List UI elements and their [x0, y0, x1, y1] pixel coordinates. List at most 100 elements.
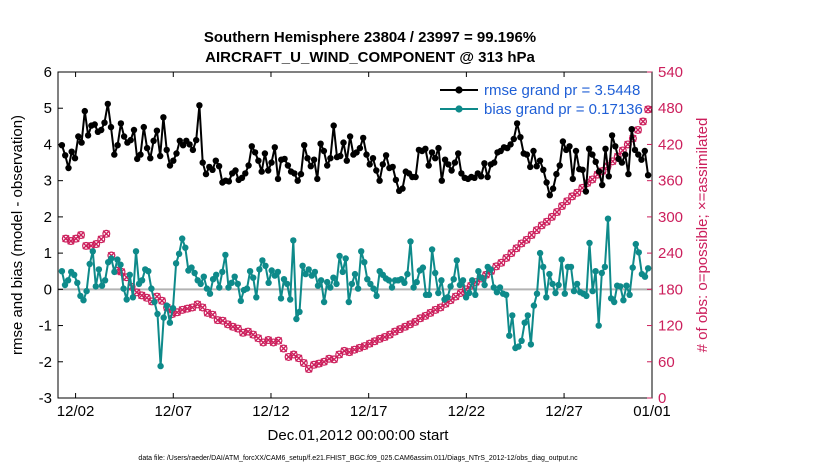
y-axis-left-label: rmse and bias (model - observation): [9, 115, 26, 355]
rmse-point: [644, 172, 652, 179]
obs-point: [497, 258, 506, 267]
bias-point: [487, 266, 494, 273]
rmse-point: [114, 142, 121, 149]
obs-possible-marker: [532, 226, 541, 235]
bias-point: [154, 310, 161, 318]
rmse-point: [553, 170, 560, 178]
bias-point: [503, 291, 510, 298]
bias-point: [129, 294, 137, 301]
bias-point: [428, 246, 436, 253]
rmse-point: [297, 170, 305, 178]
rmse-point: [445, 161, 452, 168]
obs-possible-marker: [552, 208, 561, 217]
bias-point: [475, 268, 482, 275]
bias-point: [123, 296, 130, 303]
bias-point: [280, 276, 288, 283]
bias-point: [583, 292, 590, 300]
rmse-point: [635, 151, 642, 158]
rmse-point: [458, 170, 465, 177]
rmse-point: [91, 121, 98, 128]
rmse-point: [330, 122, 337, 129]
rmse-point: [422, 145, 429, 152]
rmse-point: [599, 181, 606, 189]
bias-point: [336, 252, 343, 260]
rmse-point: [602, 145, 609, 152]
rmse-point: [346, 133, 354, 140]
y-left-tick-label: 6: [44, 64, 52, 81]
y-left-tick-label: 0: [44, 281, 52, 298]
bias-point: [373, 292, 380, 300]
bias-point: [101, 277, 109, 284]
y-right-tick-label: 420: [658, 136, 683, 153]
bias-point: [515, 343, 522, 350]
y-left-tick-label: 3: [44, 173, 52, 190]
rmse-point: [373, 167, 380, 174]
rmse-point: [337, 152, 344, 160]
x-tick-label: 12/27: [545, 403, 583, 420]
bias-point: [117, 261, 124, 268]
bias-point: [481, 281, 488, 289]
bias-point: [453, 257, 460, 264]
rmse-point: [536, 157, 544, 164]
rmse-point: [425, 162, 432, 169]
rmse-point: [435, 144, 442, 152]
obs-possible-marker: [274, 336, 283, 345]
obs-possible-marker: [558, 202, 567, 211]
obs-assimilated-marker: [158, 297, 166, 305]
bias-point: [253, 294, 260, 301]
rmse-point: [376, 177, 383, 184]
obs-possible-marker: [233, 324, 242, 333]
bias-point: [598, 269, 605, 277]
rmse-point: [360, 134, 367, 142]
bias-point: [274, 268, 282, 276]
obs-possible-marker: [102, 229, 111, 238]
bias-point: [589, 287, 596, 295]
bias-point: [549, 280, 556, 288]
rmse-point: [451, 159, 459, 166]
rmse-point: [477, 173, 485, 180]
bias-point: [641, 273, 649, 280]
bias-series: [58, 215, 652, 370]
bias-point: [459, 277, 467, 284]
rmse-point: [173, 150, 180, 157]
rmse-point: [432, 155, 439, 162]
bias-point: [604, 215, 612, 222]
rmse-point: [582, 188, 590, 195]
rmse-point: [608, 132, 616, 139]
rmse-point: [232, 167, 239, 174]
rmse-point: [540, 166, 547, 173]
bias-point: [490, 284, 497, 291]
bias-point: [132, 248, 140, 255]
rmse-point: [120, 133, 128, 140]
bias-point: [327, 284, 334, 291]
rmse-point: [179, 142, 187, 149]
rmse-point: [81, 107, 89, 115]
rmse-point: [605, 173, 612, 180]
bias-point: [80, 297, 87, 304]
bias-point: [243, 285, 251, 292]
rmse-point: [238, 174, 246, 181]
obs-possible-marker: [497, 258, 506, 267]
obs-assimilated-marker: [77, 231, 85, 239]
bias-point: [317, 277, 325, 284]
bias-point: [179, 235, 186, 242]
rmse-point: [471, 174, 478, 181]
bias-point: [71, 271, 78, 278]
bias-point: [237, 297, 244, 305]
bias-point: [447, 283, 454, 290]
bias-point: [206, 290, 214, 297]
bias-point: [92, 283, 100, 290]
rmse-point: [343, 157, 350, 164]
rmse-point: [392, 176, 400, 184]
legend: rmse grand pr = 3.5448 bias grand pr = 0…: [440, 82, 643, 118]
y-right-tick-label: 480: [658, 100, 683, 117]
bias-point: [493, 289, 501, 296]
y-left-tick-label: 1: [44, 245, 52, 262]
bias-point: [222, 251, 229, 259]
obs-possible-marker: [639, 117, 648, 126]
rmse-point: [242, 170, 249, 177]
bias-point: [234, 280, 241, 288]
rmse-point: [491, 159, 498, 166]
rmse-point: [517, 134, 524, 141]
obs-point: [639, 117, 648, 126]
